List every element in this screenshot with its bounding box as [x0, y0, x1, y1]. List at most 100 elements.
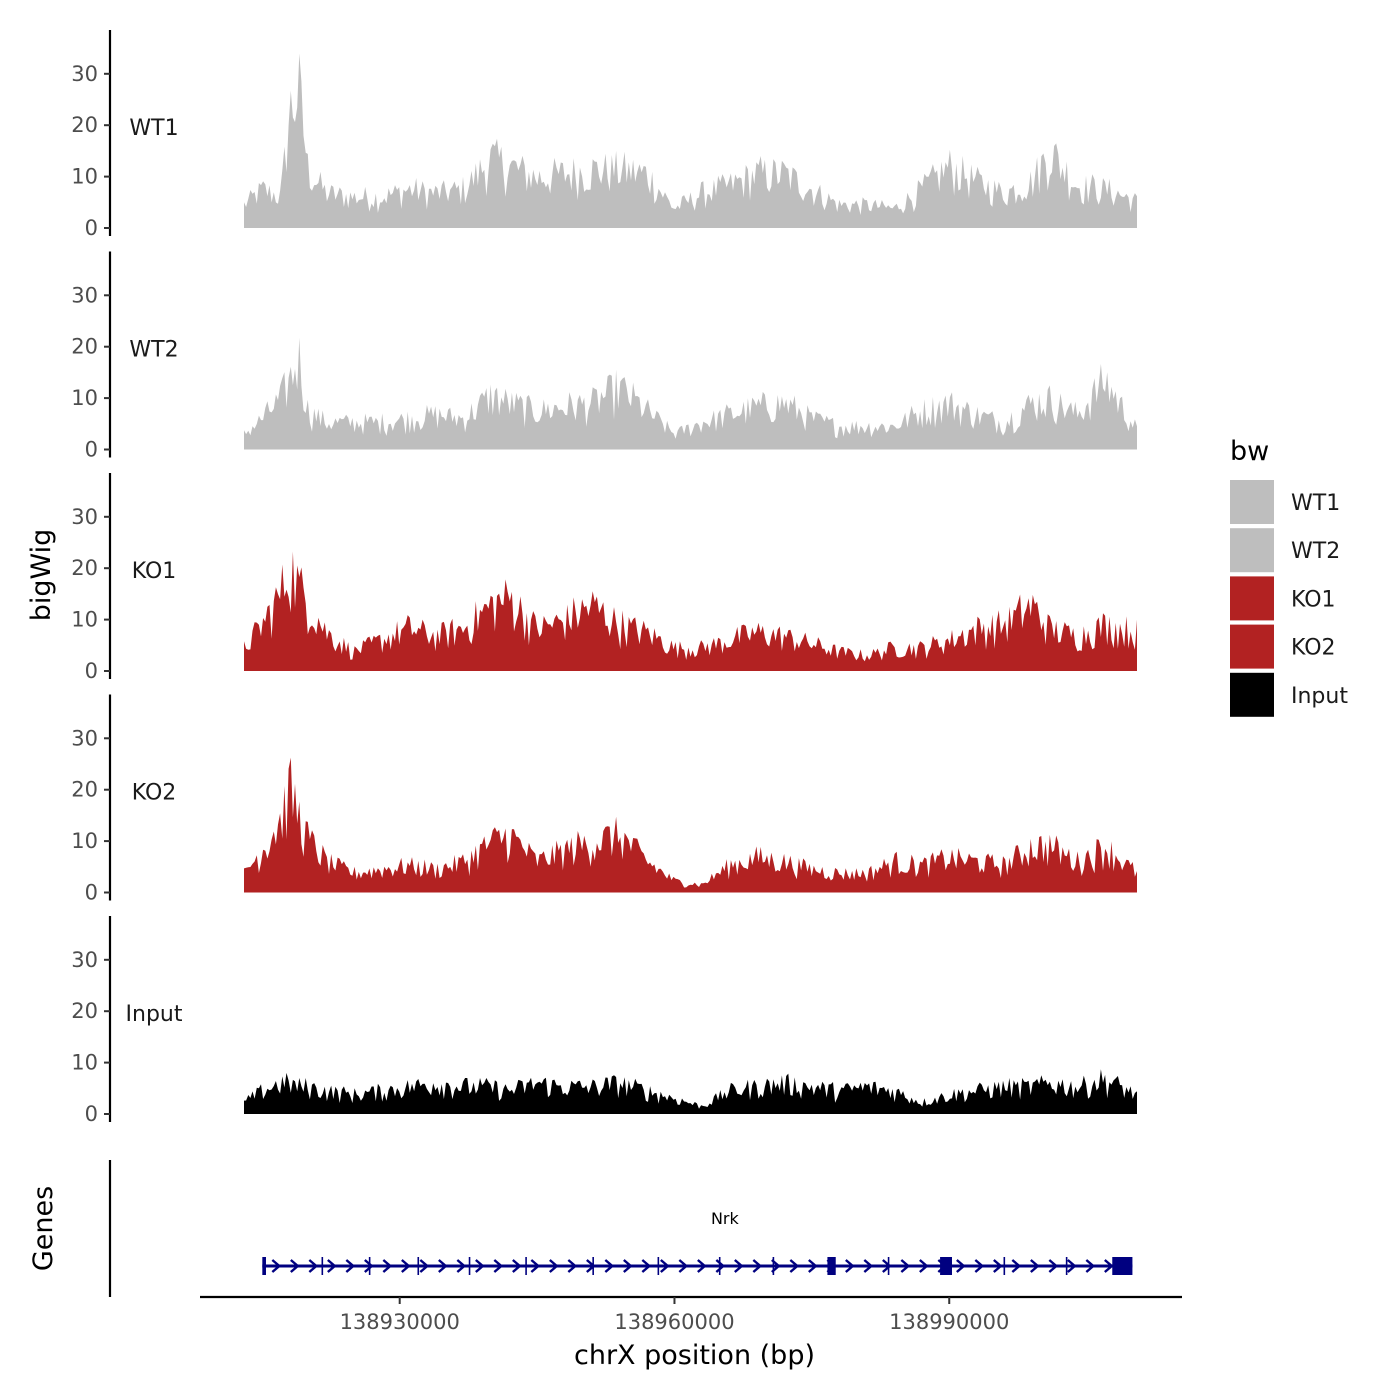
track-panel-wt1: 0 10 20 30 WT1 — [71, 30, 1137, 240]
strand-arrow — [493, 1259, 504, 1273]
strand-arrow — [308, 1259, 319, 1273]
y-tick-label: 0 — [85, 438, 98, 462]
y-tick-label: 30 — [71, 62, 98, 86]
track-label: WT2 — [129, 338, 178, 363]
strand-arrow — [271, 1259, 282, 1273]
strand-arrow — [697, 1259, 707, 1273]
legend-title: bw — [1230, 436, 1269, 467]
legend-key-ko1 — [1230, 576, 1274, 621]
track-label: KO1 — [132, 559, 177, 584]
strand-arrow — [1048, 1259, 1059, 1273]
legend-key-input — [1230, 672, 1274, 717]
track-panel-ko2: 0 10 20 30 KO2 — [71, 694, 1137, 905]
y-axis-title: bigWig — [26, 529, 57, 622]
signal-area-ko2 — [244, 757, 1137, 893]
signal-area-ko1 — [244, 551, 1137, 671]
genes-track: Nrk Genes — [28, 1160, 1133, 1297]
x-axis-title: chrX position (bp) — [574, 1340, 815, 1371]
bigwig-tracks: 0 10 20 30 WT1 0 10 20 30 WT2 0 10 20 30 KO1 0 10 20 30 KO2… — [71, 30, 1137, 1126]
strand-arrow — [290, 1259, 300, 1273]
signal-area-wt2 — [244, 337, 1137, 450]
gene-model — [262, 1257, 1133, 1275]
strand-arrow — [900, 1259, 911, 1273]
legend-label: KO2 — [1291, 636, 1336, 661]
strand-arrow — [789, 1259, 800, 1273]
y-tick-label: 0 — [85, 216, 98, 240]
strand-arrow — [845, 1259, 855, 1273]
strand-arrow — [1011, 1259, 1022, 1273]
legend-key-wt1 — [1230, 480, 1274, 524]
strand-arrow — [974, 1259, 985, 1273]
y-tick-label: 0 — [85, 881, 98, 905]
legend: bw WT1 WT2 KO1 KO2 Input — [1230, 436, 1348, 717]
y-tick-label: 0 — [85, 659, 98, 683]
strand-arrow — [549, 1259, 559, 1273]
strand-arrow — [1104, 1259, 1114, 1273]
y-tick-label: 10 — [71, 165, 98, 189]
legend-label: WT1 — [1291, 491, 1340, 516]
track-panel-input: 0 10 20 30 Input — [71, 916, 1137, 1126]
y-tick-label: 30 — [71, 283, 98, 307]
y-tick-label: 10 — [71, 608, 98, 632]
strand-arrow — [1067, 1259, 1077, 1273]
signal-area-wt1 — [244, 53, 1137, 228]
strand-arrow — [715, 1259, 726, 1273]
y-tick-label: 20 — [71, 113, 98, 137]
y-tick-label: 30 — [71, 726, 98, 750]
y-tick-label: 20 — [71, 556, 98, 580]
track-label: KO2 — [132, 781, 177, 806]
track-label: WT1 — [129, 116, 178, 141]
legend-label: WT2 — [1291, 539, 1340, 564]
strand-arrow — [660, 1259, 670, 1273]
strand-arrow — [475, 1259, 485, 1273]
strand-arrow — [993, 1259, 1003, 1273]
genes-track-title: Genes — [28, 1186, 59, 1271]
strand-arrow — [456, 1259, 467, 1273]
strand-arrow — [530, 1259, 541, 1273]
gene-exon — [827, 1257, 836, 1275]
track-panel-wt2: 0 10 20 30 WT2 — [71, 251, 1137, 462]
y-tick-label: 10 — [71, 1051, 98, 1075]
gene-exon — [1112, 1257, 1133, 1275]
strand-arrow — [419, 1259, 430, 1273]
strand-arrow — [382, 1259, 393, 1273]
y-tick-label: 20 — [71, 335, 98, 359]
strand-arrow — [1030, 1259, 1040, 1273]
strand-arrow — [808, 1259, 818, 1273]
strand-arrow — [882, 1259, 892, 1273]
signal-area-input — [244, 1069, 1137, 1114]
x-tick-label: 138930000 — [340, 1310, 460, 1334]
x-tick-label: 138960000 — [614, 1310, 734, 1334]
gene-name-label: Nrk — [711, 1209, 740, 1228]
strand-arrow — [919, 1259, 929, 1273]
gene-exon — [940, 1257, 952, 1275]
legend-label: KO1 — [1291, 587, 1336, 612]
strand-arrow — [956, 1259, 966, 1273]
strand-arrow — [327, 1259, 337, 1273]
x-axis: 138930000 138960000 138990000 chrX positio… — [200, 1295, 1182, 1371]
strand-arrow — [641, 1259, 652, 1273]
legend-items: WT1 WT2 KO1 KO2 Input — [1230, 480, 1348, 717]
track-label: Input — [126, 1002, 183, 1027]
strand-arrow — [623, 1259, 633, 1273]
track-panel-ko1: 0 10 20 30 KO1 — [71, 473, 1137, 683]
x-tick-label: 138990000 — [889, 1310, 1009, 1334]
y-tick-label: 30 — [71, 505, 98, 529]
strand-arrow — [438, 1259, 448, 1273]
y-tick-label: 10 — [71, 829, 98, 853]
strand-arrow — [567, 1259, 578, 1273]
legend-key-ko2 — [1230, 624, 1274, 669]
legend-label: Input — [1291, 684, 1348, 709]
y-tick-label: 30 — [71, 948, 98, 972]
strand-arrow — [364, 1259, 374, 1273]
y-tick-label: 10 — [71, 386, 98, 410]
strand-arrow — [345, 1259, 356, 1273]
strand-arrow — [1085, 1259, 1096, 1273]
y-tick-label: 20 — [71, 778, 98, 802]
gene-exon — [262, 1257, 266, 1275]
x-axis-ticks: 138930000 138960000 138990000 — [340, 1297, 1009, 1334]
strand-arrow — [734, 1259, 744, 1273]
strand-arrow — [863, 1259, 874, 1273]
strand-arrow — [512, 1259, 522, 1273]
